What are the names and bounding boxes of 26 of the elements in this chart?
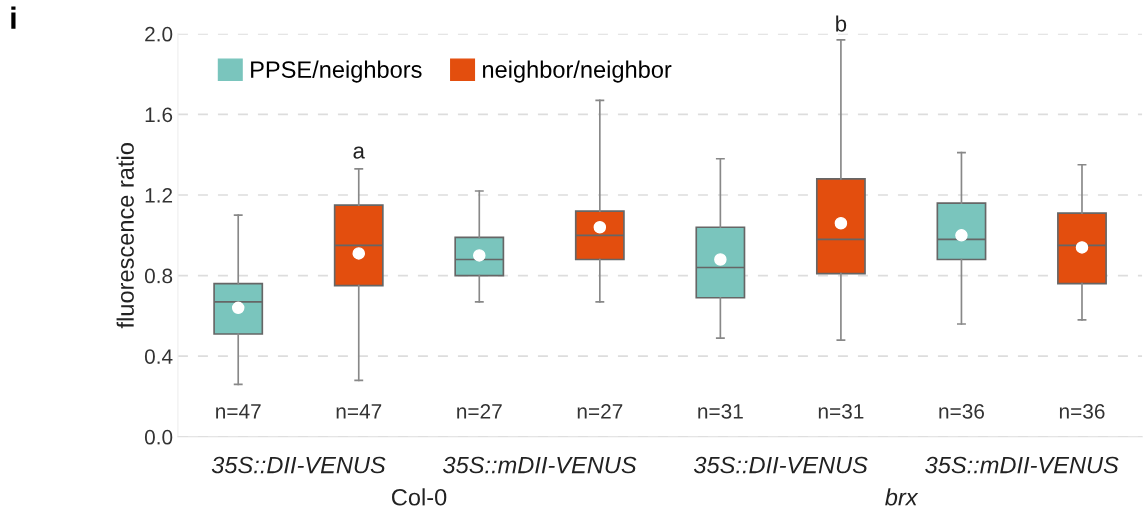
x-tick-label: n=47: [336, 404, 382, 419]
x-tick-label: n=27: [577, 404, 623, 419]
text: Col-0: [392, 488, 447, 506]
text: 35S::DII-VENUS: [211, 456, 386, 474]
annotation: a: [353, 146, 365, 159]
legend-label: PPSE/neighbors: [251, 60, 422, 83]
x-tick-label: n=36: [1059, 404, 1105, 419]
text: b: [836, 15, 847, 32]
text: 35S::DII-VENUS: [693, 456, 868, 474]
y-tick-label: 2.0: [145, 26, 173, 42]
legend-label: neighbor/neighbor: [483, 60, 672, 83]
y-tick-label: 0.4: [144, 349, 173, 364]
y-tick-label: 1.2: [145, 188, 173, 203]
text: 35S::mDII-VENUS: [443, 456, 637, 474]
text: brx: [885, 488, 919, 506]
x-tick-label: n=36: [939, 404, 984, 419]
y-tick-label: 0.8: [144, 268, 173, 284]
x-tick-label: n=27: [457, 404, 502, 419]
text: i: [11, 6, 16, 29]
x-tick-label: n=31: [698, 404, 743, 419]
y-tick-label: 1.6: [145, 107, 173, 123]
y-axis-title: fluorescence ratio: [116, 143, 134, 329]
x-tick-label: n=47: [216, 404, 261, 419]
y-tick-label: 0.0: [144, 429, 173, 445]
x-tick-label: n=31: [818, 404, 864, 419]
text: 35S::mDII-VENUS: [925, 456, 1119, 474]
